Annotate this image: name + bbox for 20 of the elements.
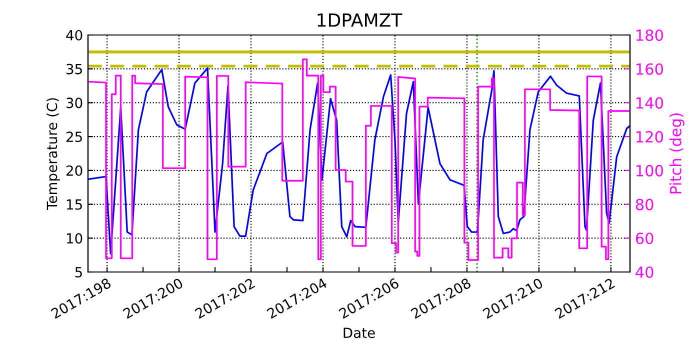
y-tick-label: 10 [66,233,82,244]
y2-tick-label: 180 [636,29,664,42]
y-tick-label: 15 [66,199,82,210]
chart-title: 1DPAMZT [318,14,402,27]
y2-tick-label: 160 [636,63,664,75]
x-axis-title: Date [344,328,375,338]
y-tick-label: 5 [75,267,82,278]
y2-axis-title: Pitch (deg) [670,113,684,194]
y-tick-label: 25 [66,132,82,142]
y2-tick-label: 120 [636,131,664,143]
y-tick-label: 20 [66,165,82,176]
y-tick-label: 40 [66,30,82,40]
y2-tick-label: 60 [636,232,654,244]
y2-tick-label: 100 [636,164,664,176]
y-tick-label: 35 [66,64,82,74]
y2-tick-label: 80 [636,198,654,210]
y2-tick-label: 40 [636,266,654,278]
y-tick-label: 30 [66,98,82,108]
y-axis-title: Temperature (C) [46,98,60,210]
y2-tick-label: 140 [636,97,664,109]
